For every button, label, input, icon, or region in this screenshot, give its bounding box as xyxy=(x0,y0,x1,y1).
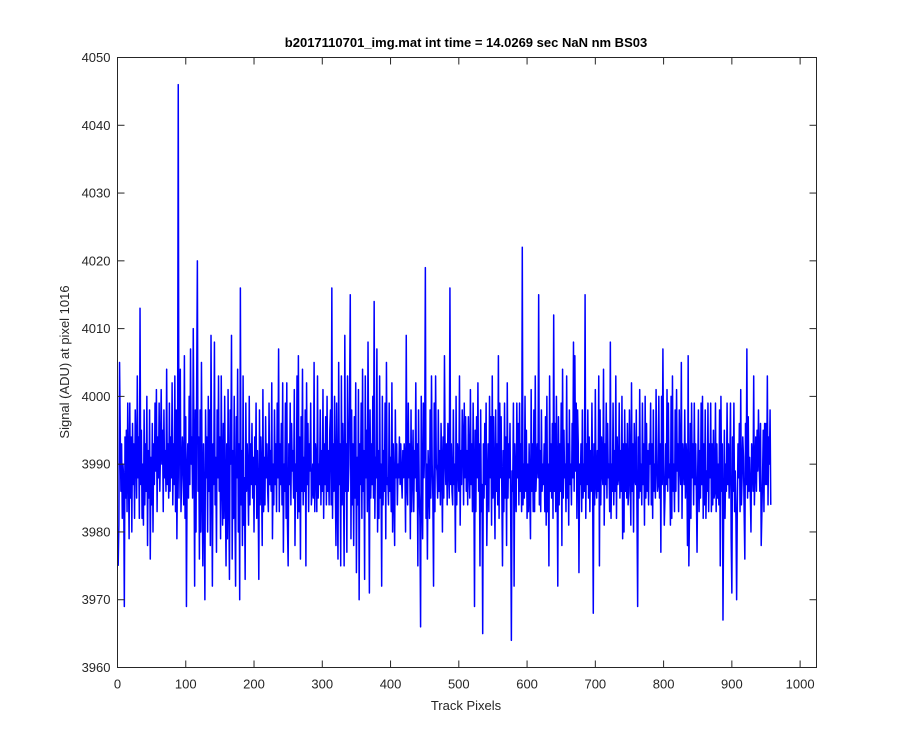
y-tick-label: 3990 xyxy=(82,457,111,472)
y-tick-label: 3960 xyxy=(82,660,111,675)
chart-title: b2017110701_img.mat int time = 14.0269 s… xyxy=(285,35,647,50)
plot-area xyxy=(117,83,772,642)
y-tick-label: 4040 xyxy=(82,118,111,133)
x-tick-label: 600 xyxy=(516,677,538,692)
x-tick-label: 0 xyxy=(114,677,121,692)
y-tick-label: 3980 xyxy=(82,524,111,539)
x-tick-label: 700 xyxy=(584,677,606,692)
x-tick-label: 900 xyxy=(721,677,743,692)
x-tick-label: 800 xyxy=(653,677,675,692)
y-tick-label: 4020 xyxy=(82,253,111,268)
axes-box xyxy=(117,57,817,668)
y-tick-label: 4000 xyxy=(82,389,111,404)
x-tick-label: 200 xyxy=(243,677,265,692)
x-tick-label: 100 xyxy=(175,677,197,692)
y-axis: 3960 3970 3980 3990 4000 4010 4020 4030 4040 4050 xyxy=(82,50,817,675)
x-tick-label: 300 xyxy=(311,677,333,692)
y-tick-label: 4030 xyxy=(82,186,111,201)
x-tick-label: 500 xyxy=(448,677,470,692)
x-tick-label: 1000 xyxy=(786,677,815,692)
y-tick-label: 3970 xyxy=(82,592,111,607)
x-axis: 0 100 200 300 400 500 600 700 800 900 1000 xyxy=(114,57,815,692)
x-tick-label: 400 xyxy=(380,677,402,692)
y-tick-label: 4050 xyxy=(82,50,111,65)
y-tick-label: 4010 xyxy=(82,321,111,336)
x-axis-label: Track Pixels xyxy=(431,698,502,713)
y-axis-label: Signal (ADU) at pixel 1016 xyxy=(57,285,72,438)
signal-series-line xyxy=(117,83,772,642)
